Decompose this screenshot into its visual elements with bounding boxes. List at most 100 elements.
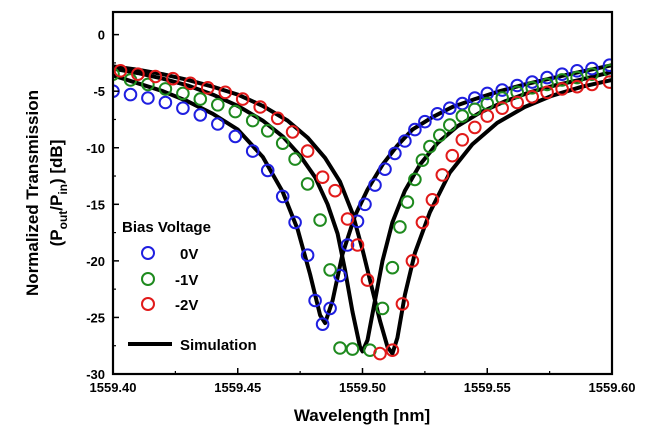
point-1v bbox=[113, 67, 120, 81]
point-1v bbox=[300, 177, 315, 191]
point-0v bbox=[211, 117, 225, 131]
point-1v bbox=[510, 85, 525, 100]
point-2v bbox=[585, 77, 599, 92]
point-1v bbox=[570, 70, 584, 85]
point-1v bbox=[323, 263, 337, 277]
point-0v bbox=[300, 248, 315, 262]
point-0v bbox=[570, 64, 584, 78]
point-1v bbox=[375, 301, 390, 316]
point-0v bbox=[495, 83, 510, 97]
point-0v bbox=[308, 293, 322, 308]
point-1v bbox=[288, 152, 302, 166]
point-1v bbox=[455, 109, 470, 123]
point-0v bbox=[388, 146, 402, 161]
point-1v bbox=[423, 139, 437, 154]
point-0v bbox=[418, 114, 432, 129]
point-1v bbox=[211, 98, 225, 112]
point-1v bbox=[158, 82, 173, 96]
point-1v bbox=[555, 73, 569, 87]
point-1v bbox=[193, 92, 208, 106]
point-0v bbox=[430, 107, 445, 121]
point-1v bbox=[400, 195, 415, 209]
point-1v bbox=[313, 213, 327, 227]
point-1v bbox=[141, 77, 155, 92]
point-2v bbox=[415, 215, 430, 230]
point-1v bbox=[433, 128, 447, 143]
point-1v bbox=[260, 124, 275, 138]
x-tick-label: 1559.45 bbox=[214, 380, 261, 395]
legend-label-2v: -2V bbox=[175, 297, 198, 314]
point-1v bbox=[495, 91, 510, 105]
point-2v bbox=[435, 168, 450, 182]
point-2v bbox=[253, 100, 268, 114]
point-1v bbox=[385, 260, 400, 275]
point-1v bbox=[408, 172, 422, 187]
point-1v bbox=[525, 81, 540, 95]
point-0v bbox=[260, 163, 275, 178]
point-0v bbox=[510, 78, 525, 93]
point-2v bbox=[340, 212, 355, 226]
point-0v bbox=[540, 70, 554, 85]
point-1v bbox=[443, 118, 457, 132]
point-0v bbox=[358, 197, 372, 212]
point-0v bbox=[350, 214, 365, 229]
x-tick-label: 1559.50 bbox=[339, 380, 386, 395]
point-0v bbox=[123, 87, 138, 102]
y-tick-label: -30 bbox=[86, 367, 105, 382]
y-axis-title-line2: (Pout/Pin) [dB] bbox=[47, 140, 70, 247]
y-axis-title: Normalized Transmission (Pout/Pin) [dB] bbox=[23, 90, 70, 296]
y-tick-label: -20 bbox=[86, 254, 105, 269]
point-0v bbox=[525, 75, 540, 89]
point-2v bbox=[540, 85, 554, 100]
point-2v bbox=[235, 92, 250, 106]
point-0v bbox=[480, 86, 495, 101]
point-1v bbox=[245, 113, 260, 128]
point-2v bbox=[350, 238, 365, 252]
point-0v bbox=[323, 301, 337, 316]
simulation-curve-3 bbox=[113, 64, 612, 356]
point-1v bbox=[176, 86, 190, 101]
point-0v bbox=[141, 91, 155, 105]
y-tick-label: -5 bbox=[93, 84, 105, 99]
point-0v bbox=[408, 122, 422, 137]
point-0v bbox=[378, 162, 392, 176]
point-2v bbox=[300, 144, 315, 158]
point-2v bbox=[183, 76, 198, 91]
point-2v bbox=[455, 133, 470, 147]
point-2v bbox=[373, 346, 387, 361]
point-2v bbox=[425, 193, 440, 207]
x-tick-label: 1559.55 bbox=[464, 380, 511, 395]
y-tick-label: -25 bbox=[86, 310, 105, 325]
point-2v bbox=[495, 101, 510, 115]
legend-title: Bias Voltage bbox=[122, 219, 211, 236]
point-2v bbox=[468, 120, 482, 135]
point-1v bbox=[275, 136, 290, 150]
point-0v bbox=[193, 108, 208, 122]
legend-marker-1v bbox=[141, 272, 155, 286]
legend-marker-0v bbox=[141, 246, 155, 260]
legend-label-simulation: Simulation bbox=[180, 337, 257, 354]
point-1v bbox=[585, 67, 599, 81]
point-2v bbox=[360, 273, 375, 287]
plot-frame bbox=[111, 10, 614, 376]
point-2v bbox=[525, 90, 540, 104]
point-0v bbox=[176, 101, 190, 115]
point-2v bbox=[166, 71, 180, 86]
y-tick-label: 0 bbox=[98, 28, 105, 43]
y-tick-label: -15 bbox=[86, 197, 105, 212]
point-2v bbox=[405, 254, 420, 268]
point-1v bbox=[345, 342, 360, 356]
point-0v bbox=[275, 189, 290, 204]
point-0v bbox=[398, 134, 412, 148]
y-tick-label: -10 bbox=[86, 141, 105, 156]
point-2v bbox=[570, 79, 584, 94]
point-2v bbox=[131, 67, 145, 81]
legend-label-1v: -1V bbox=[175, 272, 198, 289]
point-2v bbox=[602, 75, 612, 89]
point-0v bbox=[228, 129, 243, 144]
y-axis-title-line1: Normalized Transmission bbox=[23, 90, 42, 296]
point-0v bbox=[288, 215, 302, 230]
point-2v bbox=[148, 69, 163, 84]
legend-label-0v: 0V bbox=[180, 246, 198, 263]
